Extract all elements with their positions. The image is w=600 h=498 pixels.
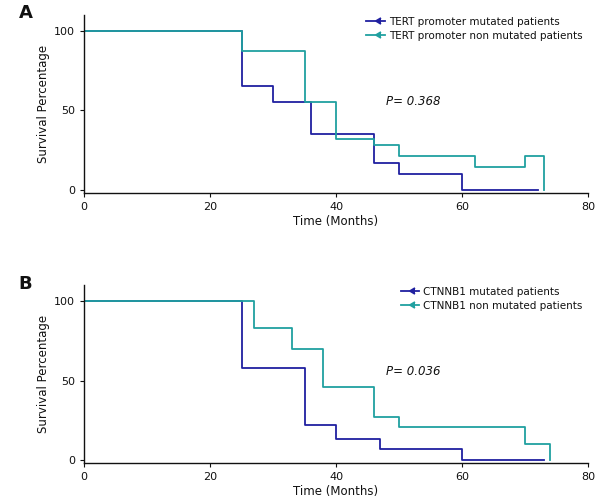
Legend: TERT promoter mutated patients, TERT promoter non mutated patients: TERT promoter mutated patients, TERT pro…	[366, 16, 583, 41]
X-axis label: Time (Months): Time (Months)	[293, 485, 379, 498]
Text: A: A	[19, 4, 32, 22]
X-axis label: Time (Months): Time (Months)	[293, 215, 379, 228]
Y-axis label: Survival Percentage: Survival Percentage	[37, 315, 50, 433]
Text: P= 0.368: P= 0.368	[386, 95, 441, 108]
Legend: CTNNB1 mutated patients, CTNNB1 non mutated patients: CTNNB1 mutated patients, CTNNB1 non muta…	[401, 287, 583, 311]
Y-axis label: Survival Percentage: Survival Percentage	[37, 45, 50, 163]
Text: B: B	[19, 274, 32, 293]
Text: P= 0.036: P= 0.036	[386, 366, 441, 378]
